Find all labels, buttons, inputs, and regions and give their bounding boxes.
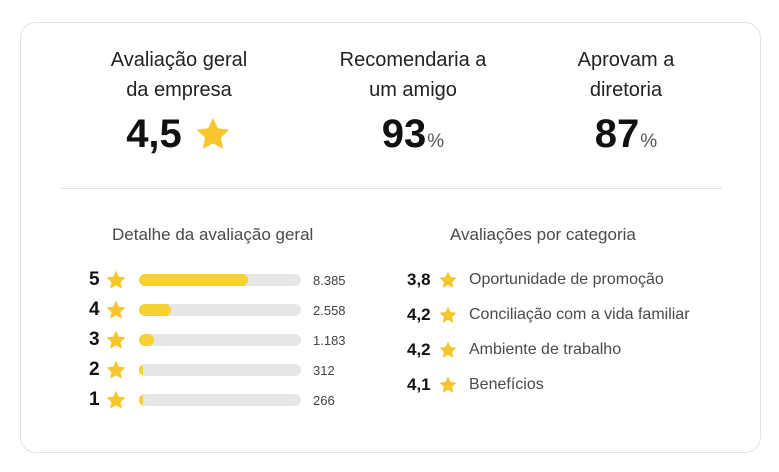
recommend-value: 93 % [313,113,513,155]
star-icon [438,375,458,395]
rating-row-count: 1.183 [313,332,346,348]
rating-bar [139,274,301,286]
rating-row-count: 2.558 [313,302,346,318]
category-label: Benefícios [469,376,544,393]
rating-row-1: 1 266 [89,388,335,412]
category-score: 4,2 [407,340,431,359]
rating-row-count: 312 [313,362,335,378]
star-icon [105,299,127,321]
category-row: 3,8 Oportunidade de promoção [407,268,664,292]
rating-row-3: 3 1.183 [89,328,346,352]
recommend-metric: Recomendaria a um amigo 93 % [313,45,513,155]
rating-bar [139,394,301,406]
overall-rating-number: 4,5 [126,112,182,156]
category-score: 3,8 [407,270,431,289]
categories-title: Avaliações por categoria [450,225,636,244]
rating-bar-fill [139,304,171,316]
rating-bar-fill [139,334,154,346]
rating-row-stars: 1 [89,389,100,410]
rating-row-stars: 3 [89,329,100,350]
category-row: 4,1 Benefícios [407,373,544,397]
star-icon [105,269,127,291]
category-label: Ambiente de trabalho [469,341,622,358]
rating-row-stars: 2 [89,359,100,380]
ratings-summary: Avaliação geral da empresa 4,5 Recomenda… [21,23,760,189]
rating-bar [139,364,301,376]
star-icon [438,270,458,290]
star-icon [105,359,127,381]
recommend-label: Recomendaria a um amigo [339,49,487,101]
overall-rating-label: Avaliação geral da empresa [110,49,248,101]
recommend-number: 93 [381,112,427,156]
percent-sign: % [427,131,445,152]
category-score: 4,1 [407,375,431,394]
ratings-card: Avaliação geral da empresa 4,5 Recomenda… [20,22,761,453]
approve-value: 87 % [526,113,726,155]
rating-row-5: 5 8.385 [89,268,346,292]
percent-sign: % [640,131,658,152]
rating-bar-fill [139,364,143,376]
rating-row-stars: 4 [89,299,100,320]
rating-row-4: 4 2.558 [89,298,346,322]
star-icon [438,305,458,325]
rating-bar [139,304,301,316]
approve-metric: Aprovam a diretoria 87 % [526,45,726,155]
rating-bar [139,334,301,346]
rating-row-stars: 5 [89,269,100,290]
distribution-title: Detalhe da avaliação geral [112,225,314,244]
star-icon [438,340,458,360]
approve-number: 87 [594,112,640,156]
category-row: 4,2 Conciliação com a vida familiar [407,303,690,327]
category-label: Oportunidade de promoção [469,271,664,288]
category-score: 4,2 [407,305,431,324]
overall-rating-value: 4,5 [79,113,279,155]
rating-bar-fill [139,274,248,286]
category-label: Conciliação com a vida familiar [469,306,690,323]
rating-bar-fill [139,394,143,406]
rating-row-count: 8.385 [313,272,346,288]
rating-row-2: 2 312 [89,358,335,382]
star-icon [105,389,127,411]
divider [61,188,722,189]
category-row: 4,2 Ambiente de trabalho [407,338,621,362]
approve-label: Aprovam a diretoria [577,49,675,101]
star-icon [105,329,127,351]
rating-row-count: 266 [313,392,335,408]
overall-rating-metric: Avaliação geral da empresa 4,5 [79,45,279,155]
star-icon [194,115,232,153]
